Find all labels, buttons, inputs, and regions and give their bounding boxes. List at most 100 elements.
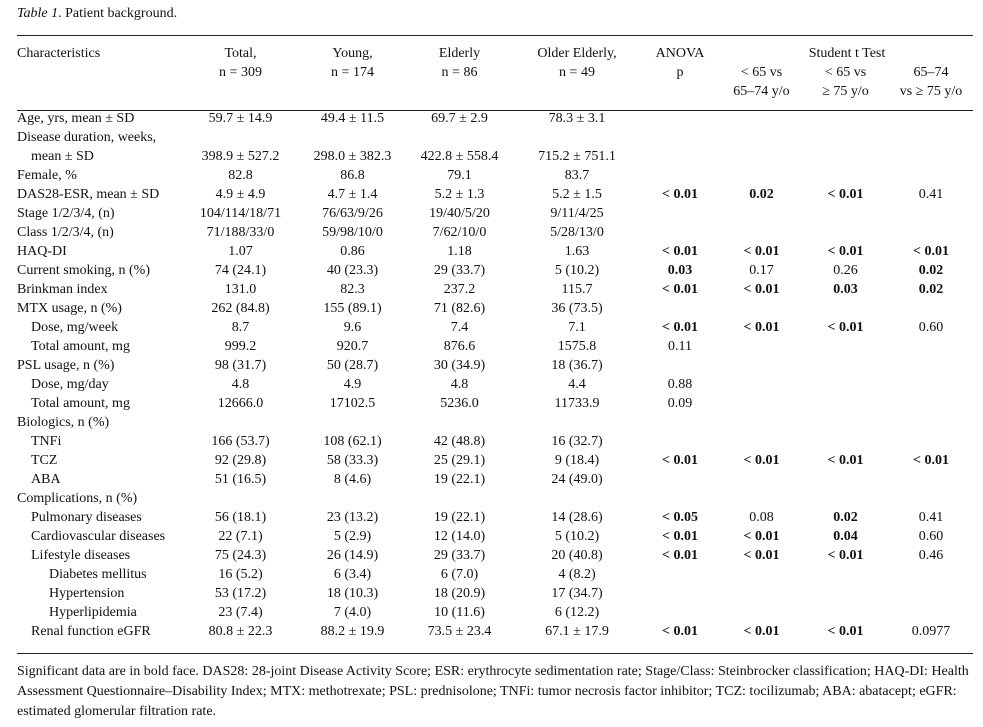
table-caption-text: . Patient background. (58, 6, 178, 21)
row-label: Dose, mg/day (31, 377, 109, 392)
cell-s1 (721, 147, 802, 166)
cell-anova: < 0.01 (662, 320, 698, 335)
top-rule (17, 35, 973, 36)
cell-s1: < 0.01 (743, 453, 780, 468)
header-older-elderly: Older Elderly, (537, 46, 617, 61)
cell-young: 58 (33.3) (326, 453, 379, 468)
cell-young: 4.9 (343, 377, 362, 392)
cell-s3: 0.41 (918, 187, 944, 202)
cell-young: 40 (23.3) (326, 263, 379, 278)
table-row: Hypertension 53 (17.2) 18 (10.3) 18 (20.9) 1… (17, 584, 973, 603)
table-row: Complications, n (%) (17, 489, 973, 508)
cell-elderly (404, 413, 515, 432)
cell-total: 104/114/18/71 (199, 206, 282, 221)
cell-elderly (404, 128, 515, 147)
cell-s3 (889, 299, 973, 318)
cell-total: 75 (24.3) (214, 548, 267, 563)
cell-elderly: 4.8 (450, 377, 469, 392)
cell-s3 (889, 603, 973, 622)
cell-young: 5 (2.9) (333, 529, 372, 544)
header-elderly: Elderly (438, 46, 481, 61)
header-young-n: n = 174 (331, 65, 374, 80)
cell-s2 (802, 603, 889, 622)
cell-elderly: 7.4 (450, 320, 469, 335)
cell-anova (639, 603, 721, 622)
table-row: Diabetes mellitus 16 (5.2) 6 (3.4) 6 (7.0) 4… (17, 565, 973, 584)
cell-older: 1.63 (564, 244, 590, 259)
cell-s2: 0.03 (833, 282, 858, 297)
cell-anova: < 0.01 (662, 187, 698, 202)
cell-s2 (802, 489, 889, 508)
cell-elderly: 42 (48.8) (433, 434, 486, 449)
cell-total (180, 489, 301, 508)
table-body: Age, yrs, mean ± SD 59.7 ± 14.9 49.4 ± 11.… (17, 101, 973, 641)
table-row: ABA 51 (16.5) 8 (4.6) 19 (22.1) 24 (49.0) (17, 470, 973, 489)
cell-elderly: 18 (20.9) (433, 586, 486, 601)
cell-s2 (802, 223, 889, 242)
cell-s2 (802, 470, 889, 489)
cell-anova: 0.11 (668, 339, 692, 354)
cell-total: 16 (5.2) (218, 567, 263, 582)
cell-s1 (721, 432, 802, 451)
header-rule (17, 110, 973, 111)
cell-older: 14 (28.6) (551, 510, 603, 525)
cell-s2 (802, 584, 889, 603)
cell-s1 (721, 375, 802, 394)
cell-older: 5 (10.2) (554, 263, 600, 278)
cell-elderly: 69.7 ± 2.9 (431, 111, 488, 126)
table-footnote: Significant data are in bold face. DAS28… (17, 664, 969, 719)
cell-young: 155 (89.1) (323, 301, 382, 316)
cell-elderly: 7/62/10/0 (432, 225, 487, 240)
table-row: Female, % 82.8 86.8 79.1 83.7 (17, 166, 973, 185)
cell-s3 (889, 470, 973, 489)
cell-elderly: 19 (22.1) (433, 472, 486, 487)
cell-s1 (721, 128, 802, 147)
cell-elderly: 12 (14.0) (433, 529, 486, 544)
table-row: mean ± SD 398.9 ± 527.2 298.0 ± 382.3 422.8… (17, 147, 973, 166)
cell-older (515, 128, 639, 147)
cell-s1 (721, 101, 802, 128)
table-row: Cardiovascular diseases 22 (7.1) 5 (2.9) 12… (17, 527, 973, 546)
cell-young: 76/63/9/26 (322, 206, 383, 221)
table-row: Biologics, n (%) (17, 413, 973, 432)
cell-young: 59/98/10/0 (322, 225, 383, 240)
table-row: Dose, mg/day 4.8 4.9 4.8 4.4 0.88 (17, 375, 973, 394)
cell-elderly (404, 489, 515, 508)
cell-young: 920.7 (336, 339, 369, 354)
cell-s1 (721, 337, 802, 356)
cell-s1: < 0.01 (743, 529, 780, 544)
row-label: DAS28-ESR, mean ± SD (17, 187, 160, 202)
row-label: Biologics, n (%) (17, 415, 110, 430)
cell-total: 4.8 (231, 377, 250, 392)
cell-s1: 0.17 (749, 263, 774, 278)
cell-young: 4.7 ± 1.4 (327, 187, 378, 202)
cell-s2 (802, 204, 889, 223)
cell-elderly: 237.2 (443, 282, 476, 297)
cell-s1 (721, 603, 802, 622)
cell-s1: 0.02 (749, 187, 774, 202)
cell-total: 166 (53.7) (211, 434, 270, 449)
cell-young: 7 (4.0) (333, 605, 372, 620)
cell-s1: < 0.01 (743, 548, 780, 563)
table-row: Renal function eGFR 80.8 ± 22.3 88.2 ± 19.… (17, 622, 973, 641)
cell-young: 9.6 (343, 320, 362, 335)
cell-older: 9/11/4/25 (550, 206, 604, 221)
row-label: Complications, n (%) (17, 491, 138, 506)
cell-older: 1575.8 (557, 339, 597, 354)
row-label: ABA (31, 472, 61, 487)
cell-s1: < 0.01 (743, 624, 780, 639)
table-caption: Table 1. Patient background. (17, 6, 177, 22)
cell-young: 298.0 ± 382.3 (313, 149, 392, 164)
cell-anova (639, 223, 721, 242)
cell-total: 92 (29.8) (214, 453, 267, 468)
cell-s3 (889, 166, 973, 185)
cell-s2: 0.04 (833, 529, 858, 544)
cell-young: 86.8 (340, 168, 365, 183)
table-row: Hyperlipidemia 23 (7.4) 7 (4.0) 10 (11.6) 6 … (17, 603, 973, 622)
cell-total: 71/188/33/0 (206, 225, 275, 240)
cell-s3: 0.02 (918, 282, 944, 297)
cell-elderly: 79.1 (447, 168, 472, 183)
bottom-rule (17, 653, 973, 654)
cell-older: 6 (12.2) (554, 605, 600, 620)
table-row: TNFi 166 (53.7) 108 (62.1) 42 (48.8) 16 (32.… (17, 432, 973, 451)
